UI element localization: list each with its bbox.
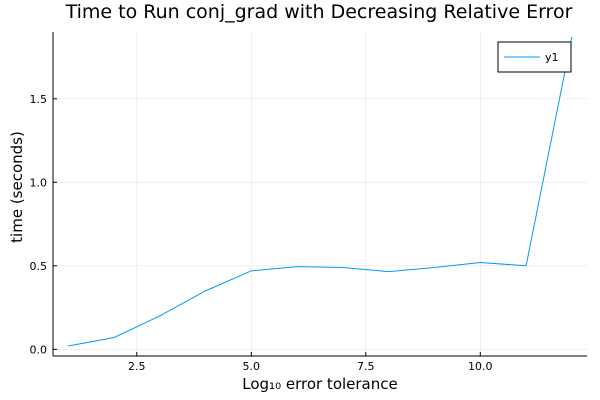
grid-lines bbox=[53, 32, 587, 356]
y-tick-label: 0.5 bbox=[30, 260, 48, 273]
x-axis-label: Log₁₀ error tolerance bbox=[242, 375, 397, 393]
x-tick-label: 2.5 bbox=[128, 360, 146, 373]
y-tick-label: 0.0 bbox=[30, 343, 48, 356]
y-tick-label: 1.5 bbox=[30, 93, 48, 106]
ticks: 2.5 5.0 7.5 10.0 0.0 0.5 1.0 1.5 bbox=[30, 93, 493, 373]
y-tick-label: 1.0 bbox=[30, 176, 48, 189]
y-axis-label: time (seconds) bbox=[8, 131, 26, 243]
series-line-y1 bbox=[68, 36, 573, 347]
chart-title: Time to Run conj_grad with Decreasing Re… bbox=[65, 1, 573, 23]
x-tick-label: 7.5 bbox=[357, 360, 375, 373]
axes bbox=[52, 32, 587, 357]
legend: y1 bbox=[497, 41, 572, 73]
legend-label-y1: y1 bbox=[545, 51, 559, 64]
series-layer bbox=[68, 36, 573, 347]
x-tick-label: 5.0 bbox=[243, 360, 261, 373]
x-tick-label: 10.0 bbox=[468, 360, 493, 373]
